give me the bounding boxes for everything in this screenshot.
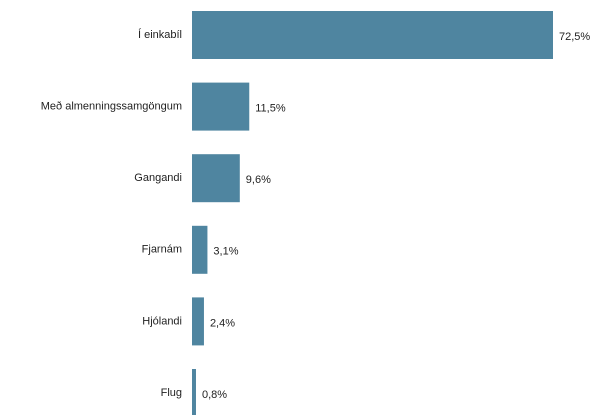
value-label: 2,4% [210, 317, 235, 329]
value-label: 11,5% [255, 103, 286, 115]
category-label: Í einkabíl [138, 28, 182, 41]
bar [192, 154, 240, 203]
bar [192, 11, 553, 59]
bar [192, 297, 204, 346]
value-label: 72,5% [559, 31, 590, 43]
category-label: Flug [161, 387, 182, 399]
category-label: Hjólandi [142, 315, 182, 327]
bar [192, 82, 250, 131]
bar [192, 369, 196, 415]
value-label: 0,8% [202, 389, 227, 401]
value-label: 3,1% [213, 246, 238, 258]
category-label: Fjarnám [142, 244, 182, 256]
bar [192, 225, 208, 274]
category-label: Með almenningssamgöngum [41, 101, 182, 113]
value-label: 9,6% [246, 174, 271, 186]
category-label: Gangandi [134, 172, 182, 184]
